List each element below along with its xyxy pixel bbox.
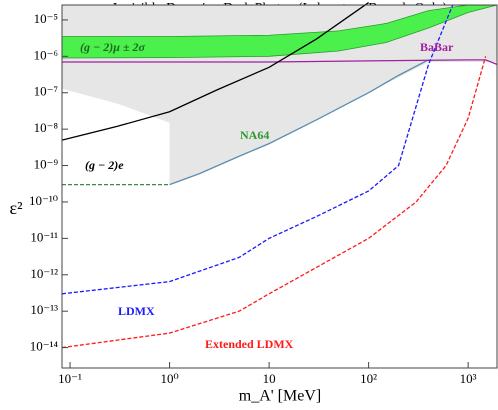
series-line [61,4,454,295]
y-tick-label: 10⁻⁷ [34,84,58,99]
x-tick-label: 10 [263,371,276,386]
y-tick-label: 10⁻¹³ [30,302,58,317]
y-tick-label: 10⁻¹² [30,266,58,281]
x-tick-label: 10³ [460,371,477,386]
y-tick-label: 10⁻⁶ [34,47,58,62]
annotation: (g − 2)e [85,158,124,172]
y-tick-label: 10⁻⁹ [34,157,59,172]
series-line [61,2,369,141]
series-line [62,59,498,66]
x-axis-label: m_A' [MeV] [239,388,321,405]
y-axis-label: ε² [10,198,23,218]
x-tick-label: 10⁰ [160,371,178,386]
annotation: BaBar [420,40,454,54]
annotation: (g − 2)μ ± 2σ [80,40,146,54]
y-tick-label: 10⁻¹¹ [30,229,58,244]
excluded-region [62,5,497,185]
x-tick-label: 10⁻¹ [58,371,82,386]
y-tick-label: 10⁻¹⁰ [29,193,58,208]
x-tick-label: 10² [360,371,377,386]
y-tick-label: 10⁻¹⁴ [30,339,59,354]
annotation: NA64 [240,128,269,142]
series-line [169,59,429,186]
annotation: LDMX [118,304,155,318]
y-tick-label: 10⁻⁵ [34,11,58,26]
series-line [61,56,487,349]
annotation: Extended LDMX [205,337,294,351]
y-tick-label: 10⁻⁸ [34,120,59,135]
plot-frame [61,4,498,369]
band [61,4,498,59]
